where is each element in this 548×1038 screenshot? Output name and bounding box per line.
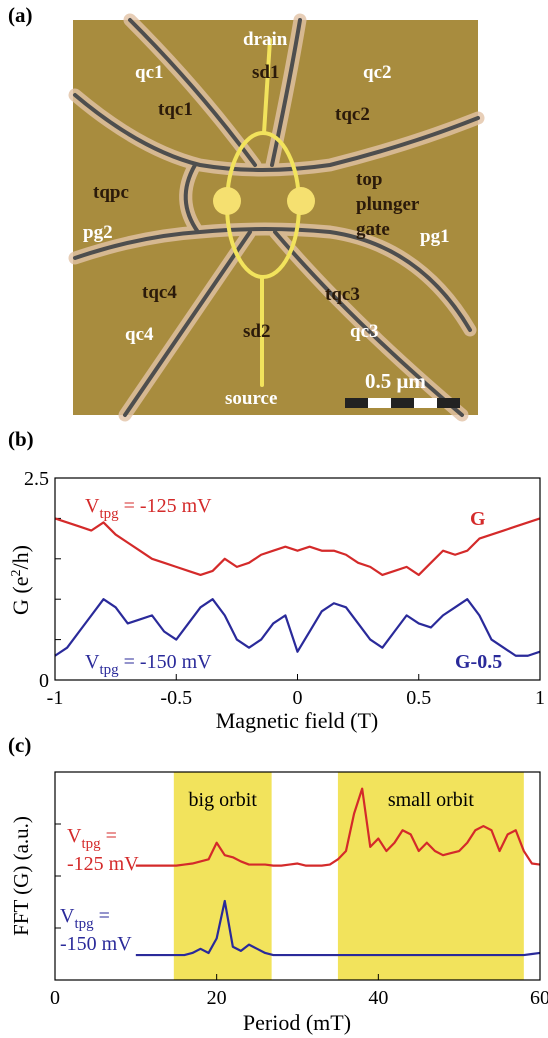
- annotation: -125 mV: [67, 853, 139, 875]
- x-tick-label: 60: [530, 987, 548, 1009]
- annotation: -150 mV: [60, 933, 132, 955]
- image-label: drain: [243, 29, 288, 50]
- image-label: qc2: [363, 62, 392, 83]
- annotation-part: = -150 mV: [119, 651, 212, 673]
- y-axis-label: FFT (G) (a.u.): [9, 816, 33, 936]
- image-label: sd2: [243, 321, 270, 342]
- image-label: tqc4: [142, 282, 177, 303]
- y-tick-label: 0: [39, 670, 49, 692]
- annotation: Vtpg =: [60, 905, 110, 932]
- series-label: G: [470, 508, 486, 530]
- image-label: tqc1: [158, 99, 193, 120]
- image-label: gate: [356, 219, 390, 240]
- x-axis-label: Magnetic field (T): [216, 708, 379, 733]
- annotation-part: tpg: [99, 662, 119, 678]
- image-label: tqpc: [93, 182, 129, 203]
- region-label: big orbit: [189, 789, 258, 811]
- image-label: top: [356, 169, 382, 190]
- annotation-part: =: [94, 905, 110, 927]
- annotation-part: V: [67, 825, 82, 847]
- y-axis-label-part: 2: [9, 569, 24, 576]
- image-label: pg1: [420, 226, 450, 247]
- figure: big orbit small orbit 0 20 40 60 -1 -0.5 0 0.5 1 0 2…: [0, 0, 548, 1038]
- panel-label: (c): [8, 733, 31, 757]
- y-tick-label: 2.5: [24, 468, 49, 490]
- x-axis-label: Period (mT): [243, 1010, 351, 1035]
- y-axis-label-part: G (e: [8, 576, 33, 614]
- image-label: plunger: [356, 194, 420, 215]
- image-label: qc4: [125, 324, 154, 345]
- series-label: G-0.5: [455, 651, 502, 673]
- data-line: [55, 518, 540, 575]
- image-label: qc1: [135, 62, 164, 83]
- x-tick-label: -1: [47, 687, 64, 709]
- image-label: source: [225, 388, 277, 409]
- y-axis-label: G (e2/h): [8, 545, 33, 615]
- scale-bar-label: 0.5 μm: [365, 369, 426, 393]
- x-tick-label: 1: [535, 687, 545, 709]
- region-label: small orbit: [388, 789, 475, 811]
- y-axis-label-part: /h): [8, 545, 33, 569]
- annotation-part: V: [85, 495, 100, 517]
- x-tick-label: 20: [207, 987, 227, 1009]
- x-tick-label: 0.5: [406, 687, 431, 709]
- x-tick-label: -0.5: [160, 687, 192, 709]
- plot: big orbit small orbit 0 20 40 60: [50, 772, 548, 1009]
- data-line: [55, 599, 540, 656]
- image-label: tqc3: [325, 284, 360, 305]
- x-tick-label: 0: [293, 687, 303, 709]
- annotation: Vtpg = -150 mV: [85, 651, 212, 678]
- x-tick-label: 40: [368, 987, 388, 1009]
- x-tick-label: 0: [50, 987, 60, 1009]
- annotation-part: tpg: [81, 836, 101, 852]
- annotation: Vtpg = -125 mV: [85, 495, 212, 522]
- annotation-part: = -125 mV: [119, 495, 212, 517]
- annotation-part: tpg: [99, 506, 119, 522]
- annotation: Vtpg =: [67, 825, 117, 852]
- annotation-part: =: [101, 825, 117, 847]
- image-label: sd1: [252, 62, 279, 83]
- image-label: pg2: [83, 222, 113, 243]
- annotation-part: V: [85, 651, 100, 673]
- panel-label: (b): [8, 427, 34, 451]
- annotation-part: tpg: [74, 916, 94, 932]
- panel-label: (a): [8, 3, 33, 27]
- image-label: qc3: [350, 321, 379, 342]
- image-label: tqc2: [335, 104, 370, 125]
- annotation-part: V: [60, 905, 75, 927]
